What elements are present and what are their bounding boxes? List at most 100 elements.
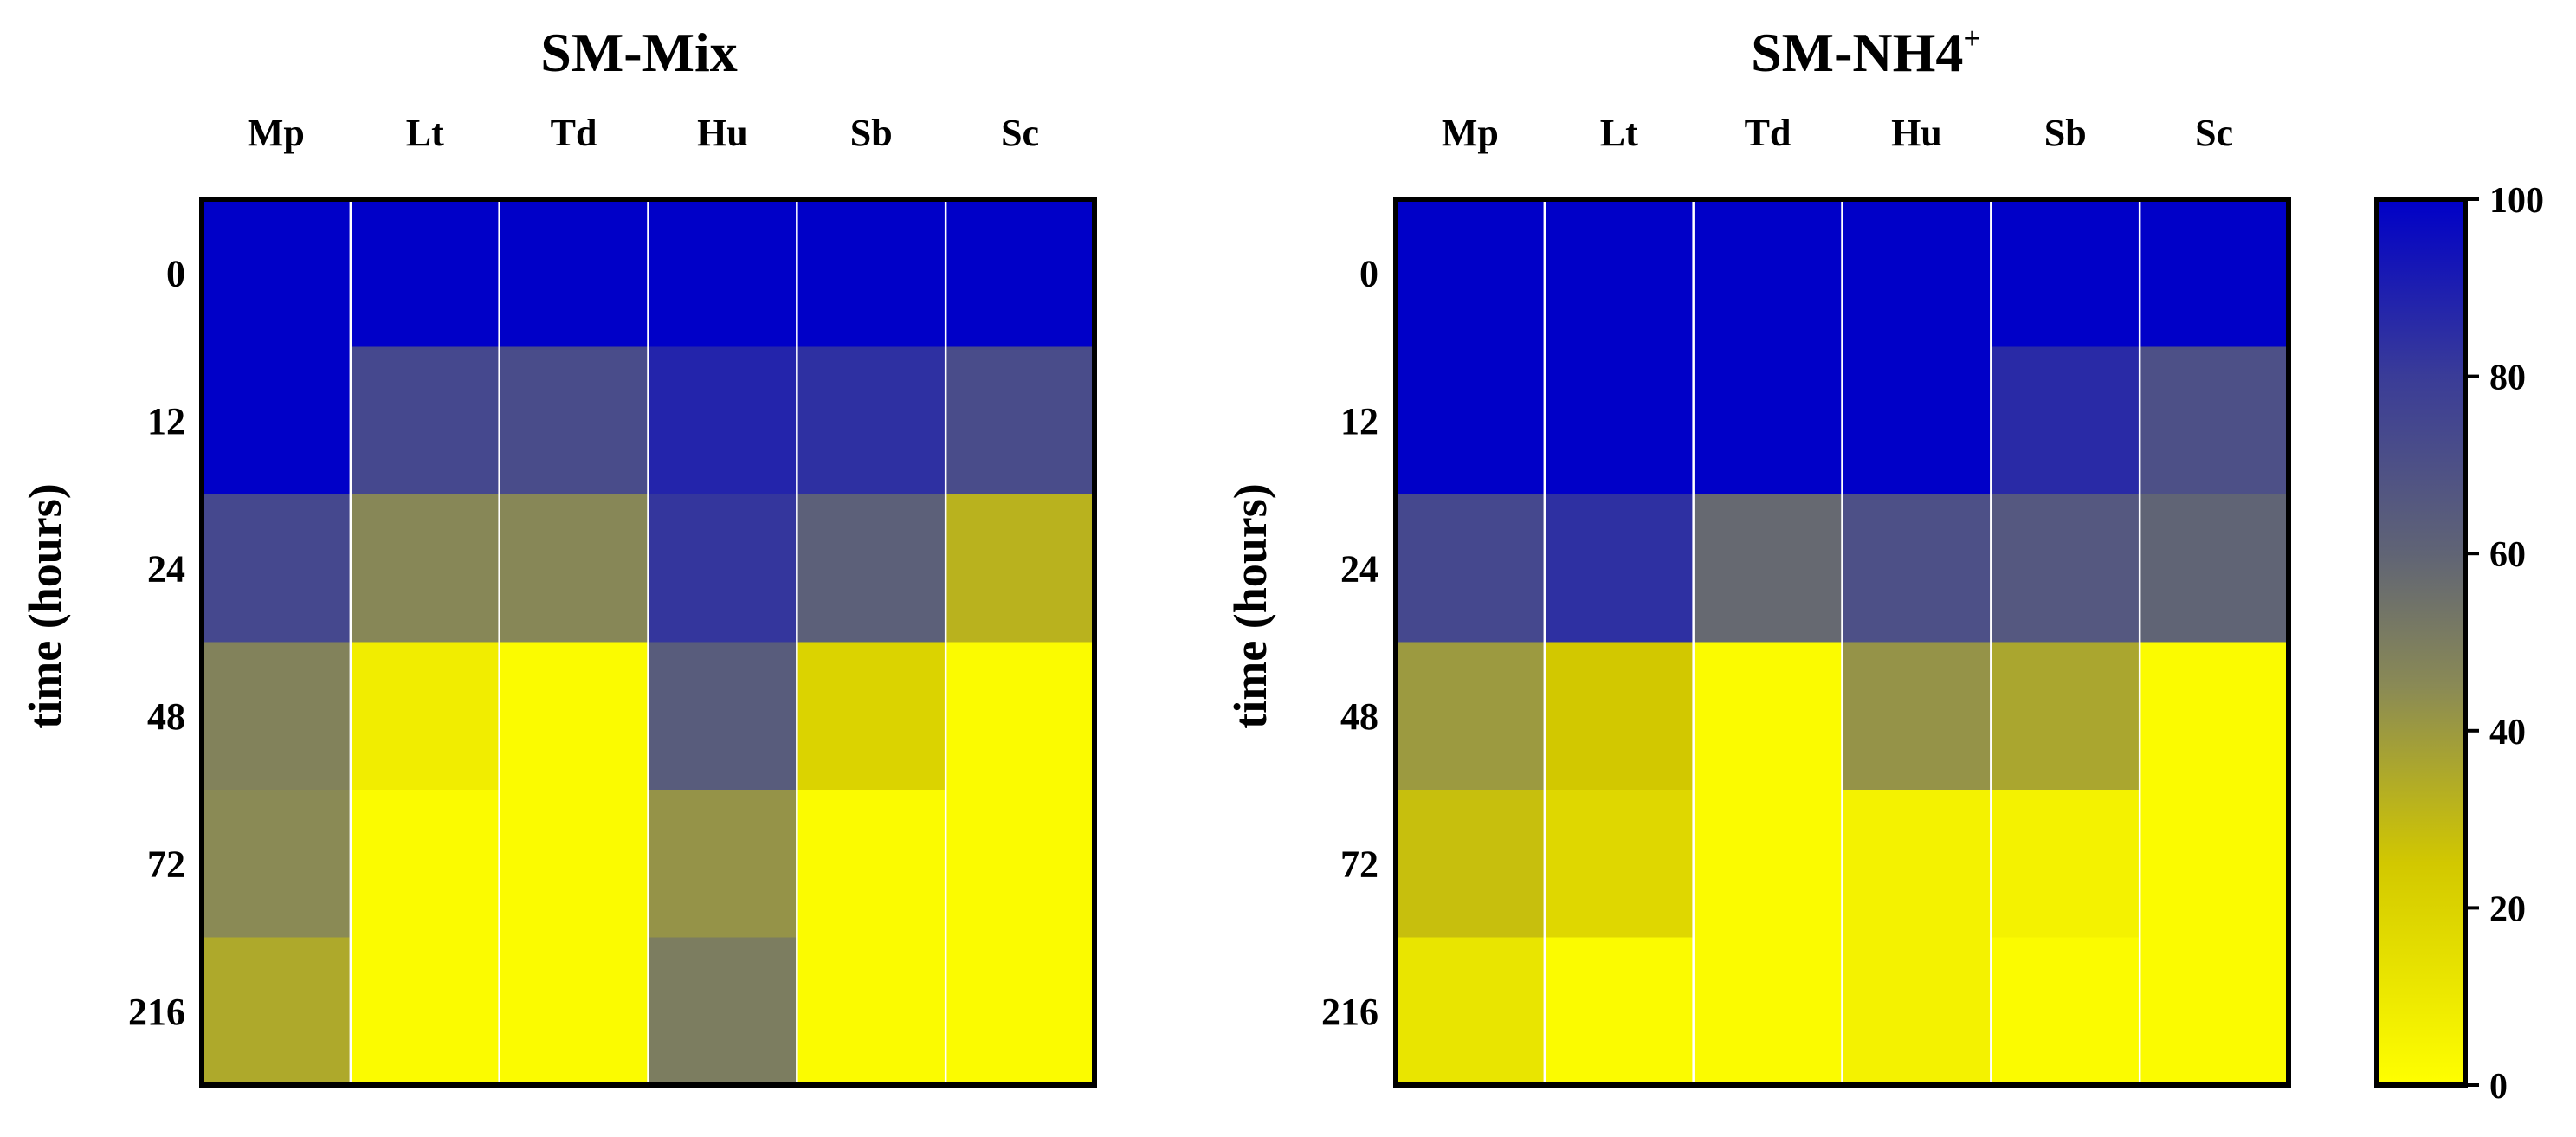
heatmap-cell — [946, 937, 1095, 1086]
column-label-td: Td — [551, 112, 597, 154]
heatmap-cell — [1991, 494, 2140, 643]
column-labels-sm-nh4: Mp Lt Td Hu Sb Sc — [1442, 112, 2233, 154]
heatmap-cell — [2140, 790, 2289, 939]
heatmap-cell — [648, 199, 797, 348]
panel-title-sm-mix: SM-Mix — [540, 22, 738, 83]
colorbar: 0 20 40 60 80 100 — [2374, 181, 2544, 1107]
row-label-0: 0 — [166, 252, 185, 294]
heatmap-cell — [202, 937, 352, 1086]
column-label-lt: Lt — [406, 112, 444, 154]
heatmap-cell — [350, 790, 500, 939]
heatmap-cell — [648, 494, 797, 643]
panel-title-sm-nh4-main: SM-NH4 — [1751, 22, 1963, 83]
heatmap-cell — [499, 790, 649, 939]
heatmap-cell — [797, 642, 946, 791]
heatmap-cell — [1693, 790, 1843, 939]
row-label-216: 216 — [128, 991, 185, 1033]
heatmap-cell — [499, 346, 649, 495]
heatmap-cell — [1396, 346, 1546, 495]
heatmap-cell — [1693, 494, 1843, 643]
heatmap-cell — [350, 199, 500, 348]
row-label-24: 24 — [147, 547, 185, 590]
row-labels-sm-nh4: 0 12 24 48 72 216 — [1321, 252, 1378, 1033]
heatmap-cell — [350, 494, 500, 643]
row-label-216: 216 — [1321, 991, 1378, 1033]
panel-sm-mix: SM-Mix time (hours) Mp Lt Td Hu Sb Sc 0 12 24 48… — [19, 22, 1097, 1088]
heatmap-cell — [2140, 642, 2289, 791]
heatmap-cell — [648, 937, 797, 1086]
heatmap-cell — [1544, 642, 1695, 791]
colorbar-tick-label: 20 — [2489, 889, 2526, 929]
heatmap-cell — [202, 642, 352, 791]
panel-frame-sm-nh4 — [1393, 197, 2291, 1088]
y-axis-label-sm-nh4: time (hours) — [1224, 483, 1276, 728]
heatmap-cell — [797, 790, 946, 939]
heatmap-cell — [946, 642, 1095, 791]
column-label-td: Td — [1745, 112, 1792, 154]
heatmap-cell — [1693, 937, 1843, 1086]
cells-sm-nh4 — [1396, 199, 2289, 1086]
row-label-48: 48 — [1340, 695, 1378, 738]
colorbar-tick-label: 80 — [2489, 359, 2526, 398]
heatmap-cell — [499, 642, 649, 791]
heatmap-cell — [202, 199, 352, 348]
colorbar-tick-label: 60 — [2489, 535, 2526, 575]
heatmap-cell — [1396, 642, 1546, 791]
row-label-48: 48 — [147, 695, 185, 738]
heatmap-cell — [648, 790, 797, 939]
heatmap-cell — [946, 790, 1095, 939]
panel-title-sm-nh4: SM-NH4+ — [1751, 21, 1981, 83]
heatmap-cell — [1544, 494, 1695, 643]
column-label-hu: Hu — [1891, 112, 1942, 154]
heatmap-cell — [1544, 199, 1695, 348]
colorbar-ticks: 0 20 40 60 80 100 — [2465, 181, 2544, 1107]
heatmap-cell — [2140, 494, 2289, 643]
panel-sm-nh4: SM-NH4+ time (hours) Mp Lt Td Hu Sb Sc 0 12 24 4… — [1224, 21, 2291, 1088]
heatmap-cell — [202, 346, 352, 495]
heatmap-cell — [1396, 494, 1546, 643]
heatmap-cell — [1693, 199, 1843, 348]
row-label-24: 24 — [1340, 547, 1378, 590]
colorbar-gradient — [2374, 197, 2468, 1088]
heatmap-cell — [1693, 642, 1843, 791]
row-label-0: 0 — [1359, 252, 1378, 294]
heatmap-cell — [1991, 346, 2140, 495]
column-label-mp: Mp — [1442, 112, 1499, 154]
heatmap-cell — [648, 346, 797, 495]
heatmap-cell — [797, 346, 946, 495]
heatmap-cell — [1842, 642, 1992, 791]
heatmap-cell — [1544, 790, 1695, 939]
column-label-sc: Sc — [1001, 112, 1039, 154]
heatmap-cell — [2140, 199, 2289, 348]
heatmap-cell — [1991, 937, 2140, 1086]
heatmap-cell — [946, 494, 1095, 643]
heatmap-cell — [350, 346, 500, 495]
row-label-72: 72 — [147, 843, 185, 885]
heatmap-cell — [350, 937, 500, 1086]
heatmap-cell — [1693, 346, 1843, 495]
heatmap-cell — [946, 346, 1095, 495]
heatmap-cell — [2140, 937, 2289, 1086]
heatmap-cell — [797, 494, 946, 643]
heatmap-cell — [499, 199, 649, 348]
heatmap-cell — [1842, 937, 1992, 1086]
heatmap-cell — [1991, 790, 2140, 939]
colorbar-tick-label: 100 — [2489, 181, 2544, 221]
heatmap-cell — [1842, 790, 1992, 939]
heatmap-cell — [202, 790, 352, 939]
heatmap-cell — [1396, 199, 1546, 348]
cells-sm-mix — [202, 199, 1095, 1086]
column-label-lt: Lt — [1600, 112, 1638, 154]
heatmap-cell — [1544, 346, 1695, 495]
heatmap-cell — [648, 642, 797, 791]
heatmap-cell — [1842, 494, 1992, 643]
row-labels-sm-mix: 0 12 24 48 72 216 — [128, 252, 185, 1033]
panel-title-sm-nh4-superscript: + — [1963, 21, 1981, 55]
heatmap-cell — [499, 937, 649, 1086]
heatmap-cell — [1991, 199, 2140, 348]
heatmap-cell — [499, 494, 649, 643]
heatmap-cell — [1842, 199, 1992, 348]
column-label-mp: Mp — [248, 112, 305, 154]
row-label-12: 12 — [1340, 400, 1378, 443]
